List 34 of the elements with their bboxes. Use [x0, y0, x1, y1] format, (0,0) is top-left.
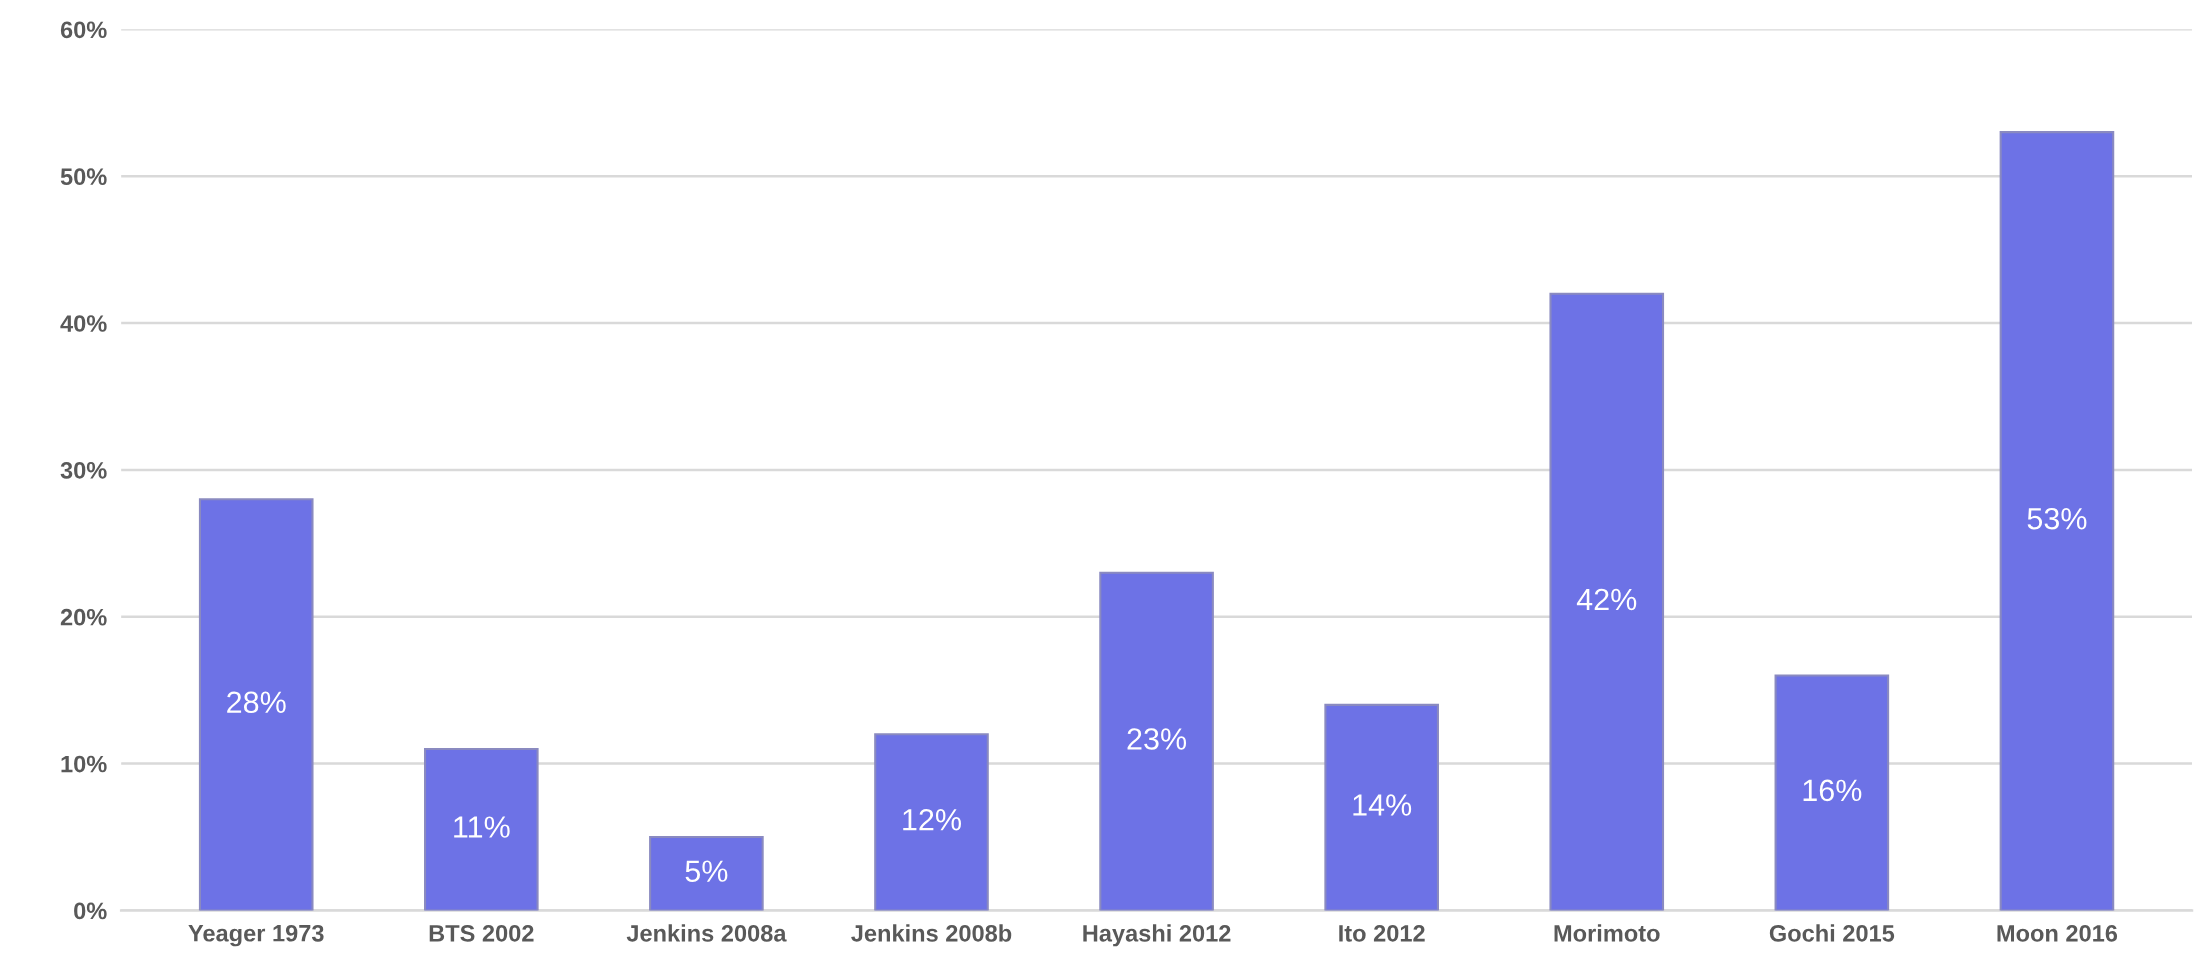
- y-tick-label: 20%: [60, 608, 107, 626]
- x-tick-label: Jenkins 2008a: [626, 924, 787, 942]
- x-tick-label: Moon 2016: [1997, 924, 2118, 942]
- bar: [1549, 292, 1665, 911]
- y-tick-label: 50%: [60, 168, 107, 186]
- data-label: 16%: [1803, 779, 1862, 802]
- bar: [1099, 571, 1214, 911]
- bar: [424, 747, 539, 911]
- x-tick-label: Gochi 2015: [1769, 924, 1895, 942]
- x-tick-label: BTS 2002: [429, 924, 534, 942]
- data-label: 12%: [903, 808, 961, 831]
- y-tick-label: 40%: [60, 315, 107, 332]
- bar: [1774, 674, 1890, 911]
- y-tick-label: 60%: [60, 21, 107, 39]
- bar: [1999, 131, 2115, 911]
- data-label: 14%: [1353, 794, 1412, 816]
- x-tick-label: Ito 2012: [1339, 924, 1425, 942]
- data-label: 5%: [685, 860, 728, 882]
- data-label: 11%: [454, 816, 510, 838]
- x-tick-label: Hayashi 2012: [1083, 924, 1231, 947]
- x-tick-label: Jenkins 2008b: [851, 924, 1012, 942]
- bar: [874, 733, 989, 911]
- bar: [1324, 703, 1439, 911]
- data-label: 28%: [227, 691, 286, 714]
- x-tick-label: Morimoto: [1554, 924, 1660, 942]
- y-tick-label: 30%: [60, 461, 107, 479]
- y-tick-label: 10%: [61, 755, 107, 773]
- y-tick-label: 0%: [74, 902, 107, 920]
- data-label: 53%: [2027, 507, 2087, 530]
- bar: [198, 498, 314, 911]
- data-label: 42%: [1576, 588, 1637, 611]
- x-tick-label: Yeager 1973: [188, 924, 324, 947]
- data-label: 23%: [1127, 728, 1187, 750]
- bar: [649, 836, 764, 911]
